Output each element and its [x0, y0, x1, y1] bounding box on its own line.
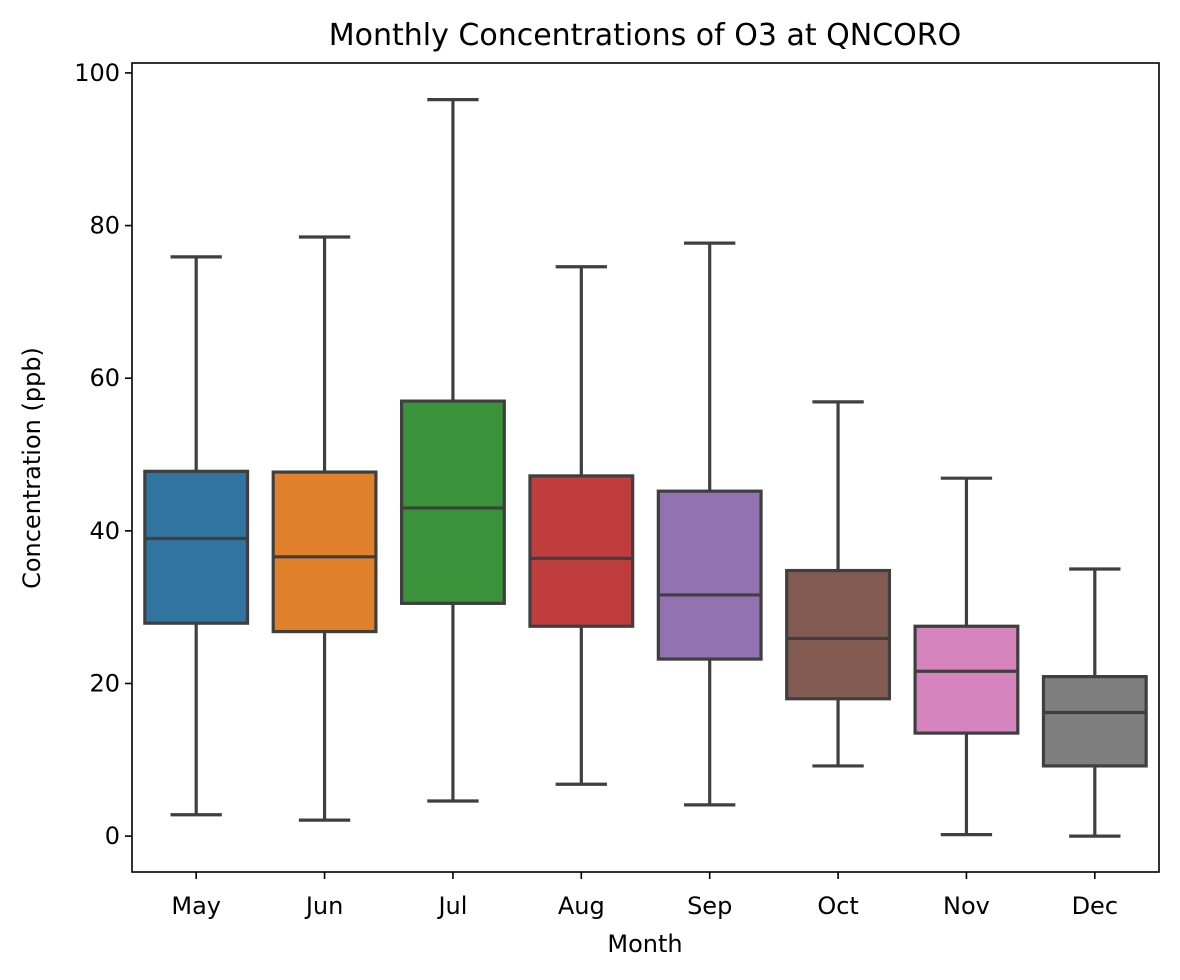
box-nov: [913, 476, 1020, 837]
box-sep: [656, 241, 763, 807]
x-tick-label: Nov: [943, 892, 990, 920]
iqr-box: [399, 399, 506, 605]
y-tick-label: 20: [89, 669, 120, 697]
box-aug: [528, 265, 635, 786]
chart-title: Monthly Concentrations of O3 at QNCORO: [329, 18, 962, 53]
x-tick-label: Sep: [687, 892, 732, 920]
x-axis-label: Month: [607, 930, 682, 958]
iqr-box: [271, 470, 378, 634]
box-jun: [271, 235, 378, 822]
iqr-box: [143, 469, 250, 625]
iqr-box: [1041, 675, 1148, 768]
y-axis-label: Concentration (ppb): [18, 347, 46, 589]
iqr-box: [913, 624, 1020, 735]
y-tick-label: 80: [89, 212, 120, 240]
box-dec: [1041, 567, 1148, 838]
x-tick-label: Jul: [436, 892, 467, 920]
box-may: [143, 255, 250, 817]
y-tick-label: 0: [105, 822, 120, 850]
iqr-box: [656, 489, 763, 661]
iqr-box: [785, 568, 892, 701]
iqr-box: [528, 474, 635, 628]
x-tick-label: Dec: [1072, 892, 1118, 920]
plot-frame: [131, 62, 1160, 873]
plot-layer: [143, 98, 1148, 838]
x-tick-label: Jun: [304, 892, 344, 920]
box-oct: [785, 400, 892, 768]
y-tick-label: 40: [89, 517, 120, 545]
x-tick-label: Aug: [558, 892, 605, 920]
y-tick-label: 60: [89, 364, 120, 392]
axis-layer: 0 20 40 60 80 100 May Jun Jul Aug Sep Oct Nov Dec: [74, 59, 1118, 920]
box-jul: [399, 98, 506, 803]
x-tick-label: Oct: [817, 892, 859, 920]
x-tick-label: May: [171, 892, 221, 920]
y-tick-label: 100: [74, 59, 120, 87]
